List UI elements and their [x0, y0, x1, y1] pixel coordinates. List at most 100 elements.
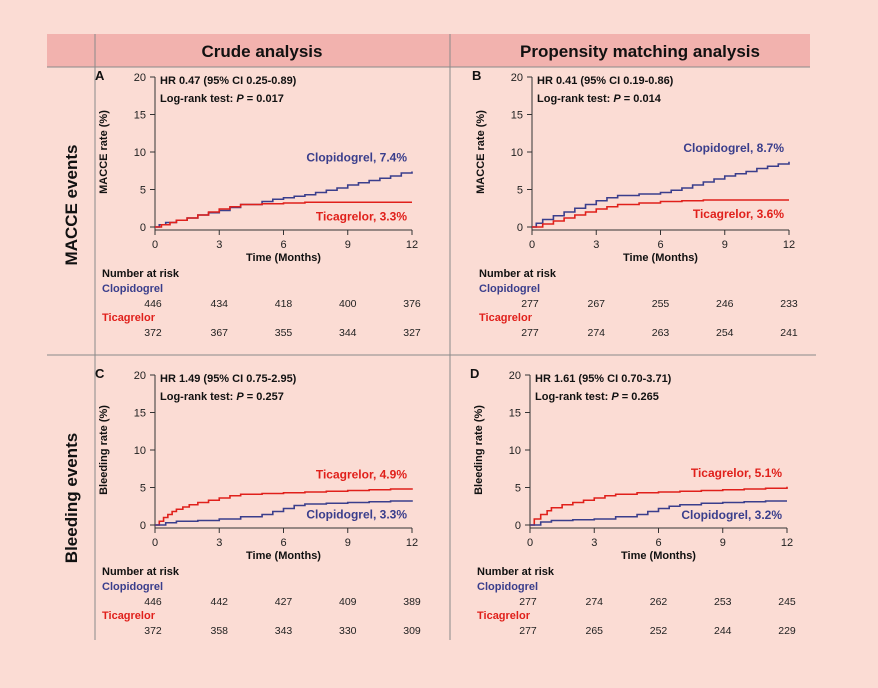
series-line-ticagrelor: [530, 486, 788, 526]
risk-count: 244: [714, 625, 732, 637]
logrank-p-label: P: [236, 93, 244, 105]
series-line-clopidogrel: [530, 500, 787, 526]
y-tick-label: 0: [140, 222, 146, 234]
x-tick-label: 0: [529, 239, 535, 251]
hazard-ratio-text: HR 0.41 (95% CI 0.19-0.86): [537, 75, 674, 87]
x-axis-label: Time (Months): [621, 550, 696, 562]
panel-c: C 0 5 10 15 20 0 3 6 9 12 Time (Months) Bleeding rat…: [95, 366, 421, 637]
risk-table-title: Number at risk: [102, 566, 180, 578]
risk-count: 245: [778, 596, 796, 608]
x-tick-label: 3: [216, 537, 222, 549]
logrank-text: Log-rank test: P = 0.265: [535, 391, 659, 403]
risk-count: 442: [210, 596, 228, 608]
logrank-value: = 0.257: [244, 391, 284, 403]
x-tick-label: 12: [406, 239, 418, 251]
y-tick-label: 0: [515, 520, 521, 532]
hazard-ratio-text: HR 1.61 (95% CI 0.70-3.71): [535, 373, 672, 385]
y-tick-label: 0: [517, 222, 523, 234]
risk-count: 309: [403, 625, 421, 637]
series-end-label: Ticagrelor, 3.6%: [693, 207, 784, 221]
x-tick-label: 0: [152, 239, 158, 251]
col-header-propensity: Propensity matching analysis: [520, 42, 760, 61]
series-end-label: Ticagrelor, 3.3%: [316, 209, 407, 223]
y-tick-label: 15: [511, 110, 523, 122]
risk-count: 434: [210, 298, 228, 310]
x-axis-label: Time (Months): [246, 252, 321, 264]
risk-group-label: Ticagrelor: [102, 312, 156, 324]
y-tick-label: 15: [509, 408, 521, 420]
header-band: [47, 34, 810, 67]
x-tick-label: 0: [152, 537, 158, 549]
y-tick-label: 10: [509, 445, 521, 457]
risk-group-label: Clopidogrel: [479, 283, 540, 295]
y-tick-label: 10: [511, 147, 523, 159]
x-tick-label: 6: [280, 537, 286, 549]
y-tick-label: 15: [134, 110, 146, 122]
series-line-clopidogrel: [532, 161, 790, 228]
risk-count: 372: [144, 625, 162, 637]
series-end-label: Clopidogrel, 3.3%: [306, 507, 407, 521]
risk-group-label: Ticagrelor: [102, 610, 156, 622]
series-line-ticagrelor: [155, 488, 413, 526]
risk-group-label: Ticagrelor: [479, 312, 533, 324]
y-tick-label: 20: [511, 72, 523, 84]
series-end-label: Ticagrelor, 5.1%: [691, 466, 782, 480]
risk-count: 409: [339, 596, 357, 608]
y-axis-label: MACCE rate (%): [475, 110, 487, 194]
panel-letter: A: [95, 68, 105, 83]
logrank-value: = 0.265: [619, 391, 659, 403]
risk-count: 265: [585, 625, 603, 637]
risk-count: 233: [780, 298, 798, 310]
risk-count: 372: [144, 327, 162, 339]
col-header-crude: Crude analysis: [202, 42, 323, 61]
risk-count: 277: [521, 327, 539, 339]
risk-count: 277: [519, 596, 537, 608]
risk-group-label: Clopidogrel: [102, 283, 163, 295]
logrank-value: = 0.017: [244, 93, 284, 105]
panel-letter: D: [470, 366, 479, 381]
risk-count: 418: [275, 298, 293, 310]
x-tick-label: 3: [593, 239, 599, 251]
series-end-label: Clopidogrel, 3.2%: [681, 508, 782, 522]
logrank-text: Log-rank test: P = 0.017: [160, 93, 284, 105]
y-tick-label: 10: [134, 147, 146, 159]
y-tick-label: 0: [140, 520, 146, 532]
x-axis-label: Time (Months): [623, 252, 698, 264]
risk-count: 330: [339, 625, 357, 637]
row-header-bleeding: Bleeding events: [62, 433, 81, 563]
risk-count: 267: [587, 298, 605, 310]
series-line-ticagrelor: [532, 199, 789, 228]
x-tick-label: 6: [280, 239, 286, 251]
logrank-prefix: Log-rank test:: [537, 93, 613, 105]
risk-group-label: Clopidogrel: [102, 581, 163, 593]
y-tick-label: 5: [140, 483, 146, 495]
x-tick-label: 9: [345, 239, 351, 251]
series-end-label: Clopidogrel, 7.4%: [306, 151, 407, 165]
panel-b: B 0 5 10 15 20 0 3 6 9 12 Time (Months) MACCE rate (…: [472, 68, 798, 339]
risk-count: 355: [275, 327, 293, 339]
risk-count: 253: [714, 596, 732, 608]
logrank-prefix: Log-rank test:: [160, 93, 236, 105]
risk-count: 255: [652, 298, 670, 310]
x-tick-label: 12: [406, 537, 418, 549]
risk-count: 229: [778, 625, 796, 637]
risk-group-label: Ticagrelor: [477, 610, 531, 622]
logrank-p-label: P: [236, 391, 244, 403]
logrank-prefix: Log-rank test:: [160, 391, 236, 403]
risk-count: 376: [403, 298, 421, 310]
y-axis-label: Bleeding rate (%): [473, 405, 485, 495]
risk-group-label: Clopidogrel: [477, 581, 538, 593]
panel-letter: B: [472, 68, 481, 83]
x-tick-label: 9: [345, 537, 351, 549]
x-tick-label: 3: [591, 537, 597, 549]
x-axis-label: Time (Months): [246, 550, 321, 562]
series-line-ticagrelor: [155, 201, 412, 228]
logrank-text: Log-rank test: P = 0.257: [160, 391, 284, 403]
risk-count: 277: [521, 298, 539, 310]
risk-count: 427: [275, 596, 293, 608]
y-tick-label: 10: [134, 445, 146, 457]
hazard-ratio-text: HR 1.49 (95% CI 0.75-2.95): [160, 373, 297, 385]
risk-count: 246: [716, 298, 734, 310]
risk-count: 367: [210, 327, 228, 339]
